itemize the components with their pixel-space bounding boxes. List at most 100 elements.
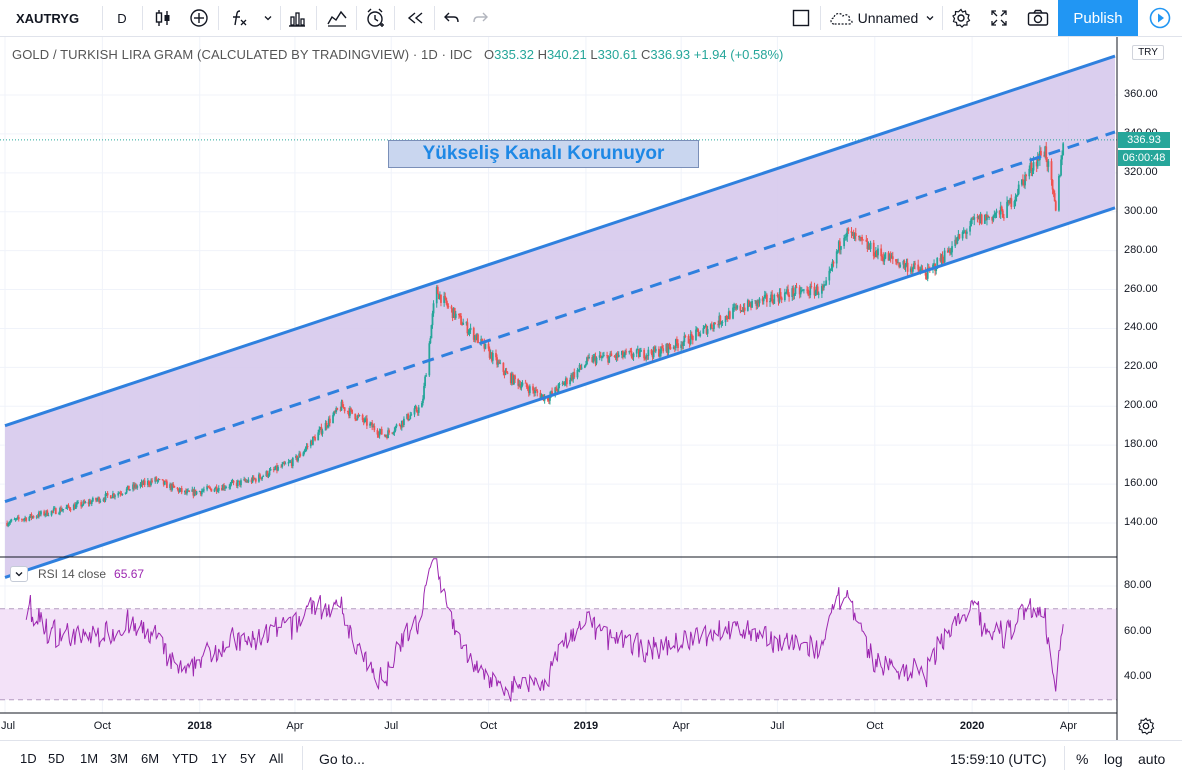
range-6m[interactable]: 6M: [141, 751, 160, 766]
chevron-down-icon[interactable]: [922, 0, 938, 36]
range-3m[interactable]: 3M: [110, 751, 129, 766]
candle-body: [1050, 161, 1053, 180]
candle-body: [650, 349, 653, 354]
candle-body: [587, 357, 589, 359]
cloud-icon[interactable]: [826, 0, 856, 36]
candle-body: [592, 356, 595, 362]
play-circle-icon[interactable]: [1138, 0, 1182, 36]
financials-icon[interactable]: [284, 0, 310, 36]
candle-body: [913, 263, 915, 268]
candle-body: [394, 426, 397, 431]
candle-body: [535, 389, 538, 391]
candle-body: [546, 396, 549, 401]
candle-body: [96, 499, 98, 501]
candles-series: [6, 142, 1065, 528]
candle-body: [22, 519, 24, 521]
candle-body: [676, 339, 678, 344]
camera-icon[interactable]: [1024, 0, 1052, 36]
auto-toggle[interactable]: auto: [1138, 751, 1166, 767]
range-all[interactable]: All: [269, 751, 284, 766]
candle-body: [504, 371, 507, 375]
channel-upper-line[interactable]: [4, 54, 1116, 428]
alert-clock-icon[interactable]: [362, 0, 388, 36]
candle-body: [735, 306, 738, 309]
candle-body: [724, 316, 727, 323]
fullscreen-square-icon[interactable]: [788, 0, 814, 36]
candle-body: [862, 239, 865, 241]
candle-body: [132, 484, 134, 490]
range-1y[interactable]: 1Y: [211, 751, 227, 766]
candle-body: [939, 257, 942, 262]
candle-body: [88, 501, 91, 504]
candle-body: [765, 294, 768, 303]
symbol-search[interactable]: XAUTRYG: [16, 10, 80, 26]
price-tick-label: 240.00: [1124, 321, 1158, 334]
candle-body: [15, 518, 18, 520]
goto-button[interactable]: Go to...: [319, 751, 365, 767]
candle-body: [726, 318, 729, 320]
candle-body: [102, 499, 105, 501]
candle-body: [489, 352, 492, 358]
redo-icon[interactable]: [468, 0, 492, 36]
candle-body: [154, 477, 157, 482]
candle-body: [846, 228, 849, 237]
candle-body: [709, 324, 712, 330]
candle-body: [521, 382, 524, 386]
candle-body: [325, 422, 328, 428]
candle-body: [50, 510, 53, 516]
candles-style-icon[interactable]: [150, 0, 176, 36]
channel-annotation-text[interactable]: Yükseliş Kanalı Korunuyor: [388, 140, 699, 168]
candle-body: [95, 497, 97, 501]
candle-body: [758, 298, 761, 304]
currency-badge[interactable]: TRY: [1132, 45, 1164, 60]
candle-body: [609, 353, 612, 357]
log-toggle[interactable]: log: [1104, 751, 1123, 767]
candle-body: [468, 330, 471, 332]
gear-icon[interactable]: [948, 0, 974, 36]
percent-toggle[interactable]: %: [1076, 751, 1089, 767]
fullscreen-expand-icon[interactable]: [986, 0, 1012, 36]
candle-body: [673, 346, 676, 349]
candle-body: [156, 480, 159, 482]
range-5d[interactable]: 5D: [48, 751, 65, 766]
candle-body: [995, 210, 998, 214]
range-1m[interactable]: 1M: [80, 751, 99, 766]
indicators-fx-icon[interactable]: [226, 0, 252, 36]
settings-gear-icon[interactable]: [1137, 717, 1155, 740]
range-1d[interactable]: 1D: [20, 751, 37, 766]
candle-body: [757, 300, 760, 304]
candle-body: [895, 259, 897, 262]
candle-body: [24, 517, 27, 519]
candle-body: [918, 269, 921, 272]
collapse-chevron-icon[interactable]: [10, 566, 28, 582]
channel-lower-line[interactable]: [4, 206, 1116, 579]
candle-body: [817, 293, 820, 295]
publish-button[interactable]: Publish: [1058, 0, 1138, 36]
candle-body: [267, 475, 270, 477]
candle-body: [65, 507, 68, 509]
compare-add-icon[interactable]: [186, 0, 212, 36]
price-tick-label: 220.00: [1124, 360, 1158, 373]
candle-body: [90, 501, 93, 504]
replay-rewind-icon[interactable]: [402, 0, 428, 36]
range-ytd[interactable]: YTD: [172, 751, 198, 766]
candle-body: [341, 401, 344, 408]
channel-middle-line[interactable]: [4, 130, 1116, 504]
range-5y[interactable]: 5Y: [240, 751, 256, 766]
candle-body: [940, 255, 943, 262]
chevron-down-icon[interactable]: [260, 0, 276, 36]
undo-icon[interactable]: [440, 0, 464, 36]
candle-body: [321, 430, 324, 434]
candle-body: [1059, 175, 1061, 177]
utc-clock[interactable]: 15:59:10 (UTC): [950, 751, 1047, 767]
candle-body: [643, 349, 646, 359]
candle-body: [371, 422, 374, 428]
interval-button[interactable]: D: [117, 10, 127, 26]
candle-body: [170, 484, 173, 490]
candle-body: [754, 300, 757, 302]
rsi-label: RSI 14 close: [38, 567, 107, 581]
bar-replay-chart-icon[interactable]: [324, 0, 350, 36]
candle-body: [851, 232, 854, 233]
layout-name-label[interactable]: Unnamed: [857, 10, 919, 26]
